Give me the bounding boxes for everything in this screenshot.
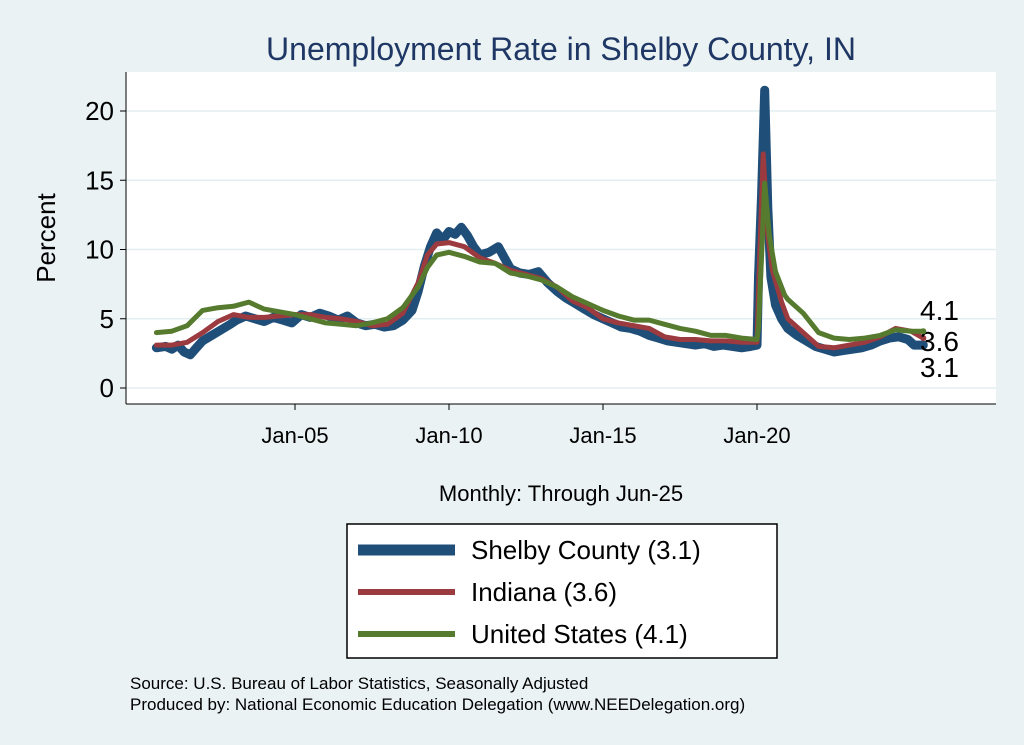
y-tick-label: 20 — [85, 96, 114, 126]
end-point-marker — [920, 342, 927, 349]
x-tick-label: Jan-10 — [415, 423, 482, 448]
plot-area — [126, 72, 996, 404]
legend-label: Indiana (3.6) — [471, 577, 617, 607]
legend-label: United States (4.1) — [471, 619, 688, 649]
y-axis-label: Percent — [31, 192, 61, 282]
y-tick-label: 15 — [85, 165, 114, 195]
legend-label: Shelby County (3.1) — [471, 535, 701, 565]
y-tick-label: 5 — [100, 304, 114, 334]
source-note: Source: U.S. Bureau of Labor Statistics,… — [130, 674, 588, 693]
end-value-labels: 3.13.64.1 — [920, 295, 959, 383]
x-tick-label: Jan-15 — [569, 423, 636, 448]
end-value-label: 3.1 — [920, 352, 959, 383]
legend: Shelby County (3.1) Indiana (3.6) United S… — [358, 535, 701, 649]
x-tick-label: Jan-20 — [723, 423, 790, 448]
end-value-label: 4.1 — [920, 295, 959, 326]
series-line-shelby-county — [151, 85, 928, 360]
y-axis-ticks: 0 5 10 15 20 — [85, 96, 126, 403]
x-axis-label: Monthly: Through Jun-25 — [439, 481, 683, 506]
x-axis-ticks: Jan-05 Jan-10 Jan-15 Jan-20 — [261, 404, 791, 448]
series-line-united-states — [153, 180, 926, 342]
x-tick-label: Jan-05 — [261, 423, 328, 448]
end-value-label: 3.6 — [920, 326, 959, 357]
y-tick-label: 0 — [100, 373, 114, 403]
series-layer — [151, 85, 928, 360]
chart-title: Unemployment Rate in Shelby County, IN — [266, 31, 856, 67]
end-point-marker — [920, 335, 927, 342]
y-tick-label: 10 — [85, 235, 114, 265]
producer-note: Produced by: National Economic Education… — [130, 695, 745, 714]
end-point-marker — [920, 328, 927, 335]
